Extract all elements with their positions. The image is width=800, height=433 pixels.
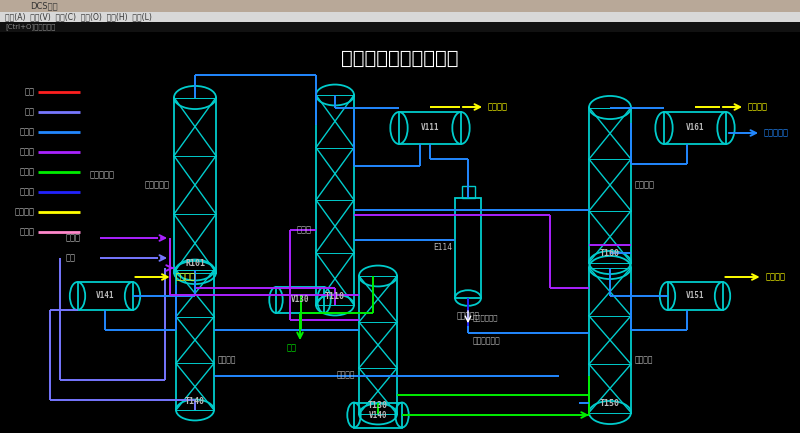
Text: 通选(A)  显示(V)  控制(C)  报警(O)  历史(H)  帮助(L): 通选(A) 显示(V) 控制(C) 报警(O) 历史(H) 帮助(L) (5, 13, 152, 22)
Text: E114: E114 (433, 243, 452, 252)
Text: V140: V140 (369, 410, 387, 420)
Bar (276, 287, 324, 313)
Bar (0, 12, 800, 22)
Bar (78, 282, 133, 310)
Text: R101: R101 (185, 259, 205, 268)
Text: 丙烯酸甲酯: 丙烯酸甲酯 (764, 129, 789, 138)
Bar (354, 403, 402, 427)
Bar (667, 282, 722, 310)
Text: 阻聚剂: 阻聚剂 (20, 227, 35, 236)
Bar (399, 112, 461, 144)
Text: 醇回收塔: 醇回收塔 (218, 355, 237, 365)
Text: V161: V161 (686, 123, 704, 132)
Text: 醇萃取塔: 醇萃取塔 (337, 371, 355, 379)
Bar (462, 186, 474, 198)
Text: 丙烯酸: 丙烯酸 (20, 148, 35, 156)
Text: 真空系统: 真空系统 (748, 103, 768, 112)
Bar (0, 0, 800, 12)
Text: T150: T150 (600, 400, 620, 408)
Text: 重组分分回收: 重组分分回收 (473, 336, 501, 346)
Bar (455, 198, 481, 298)
Text: 甲醇: 甲醇 (25, 107, 35, 116)
Text: [Ctrl+O]窗件初画面: [Ctrl+O]窗件初画面 (5, 24, 55, 30)
Text: 丙烯酸甲酯工艺总貌图: 丙烯酸甲酯工艺总貌图 (342, 48, 458, 68)
Text: 真空系统: 真空系统 (15, 207, 35, 216)
Text: V130: V130 (290, 295, 310, 304)
Text: V151: V151 (686, 291, 704, 301)
Bar (0, 22, 800, 32)
Text: 工艺水: 工艺水 (20, 168, 35, 177)
Text: DCS界面: DCS界面 (30, 1, 58, 10)
Text: 废水: 废水 (287, 343, 297, 352)
Text: V141: V141 (96, 291, 114, 301)
Text: T160: T160 (600, 249, 620, 259)
Text: 真空系统: 真空系统 (175, 272, 195, 281)
Text: 重组分分回收: 重组分分回收 (473, 315, 498, 321)
Text: 甲醇: 甲醇 (66, 253, 76, 262)
Text: 主物流: 主物流 (20, 127, 35, 136)
Text: T110: T110 (325, 292, 345, 301)
Text: 薄膜蒸发器: 薄膜蒸发器 (457, 311, 479, 320)
Text: 酯化反应器: 酯化反应器 (90, 171, 115, 180)
Text: 丙烯酸: 丙烯酸 (66, 233, 81, 242)
Text: 酯化反应器: 酯化反应器 (145, 181, 170, 190)
Text: 蒸汽: 蒸汽 (25, 87, 35, 97)
Text: 真空系统: 真空系统 (488, 103, 508, 112)
Text: 醇拔头塔: 醇拔头塔 (635, 355, 654, 365)
Text: 真空系统: 真空系统 (766, 272, 786, 281)
Text: 重组分: 重组分 (20, 187, 35, 197)
Text: T130: T130 (368, 401, 388, 410)
Text: T140: T140 (185, 397, 205, 406)
Bar (664, 112, 726, 144)
Text: 酯提纯塔: 酯提纯塔 (635, 181, 655, 190)
Text: 分馏塔: 分馏塔 (297, 226, 312, 235)
Text: V111: V111 (421, 123, 439, 132)
